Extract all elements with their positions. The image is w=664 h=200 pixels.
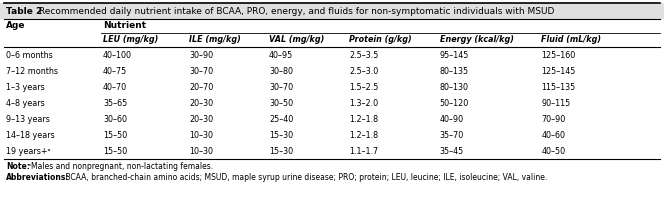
Text: 40–95: 40–95 — [269, 50, 293, 60]
Text: 19 years+ᵃ: 19 years+ᵃ — [6, 146, 50, 156]
Text: 80–135: 80–135 — [440, 66, 469, 75]
Text: VAL (mg/kg): VAL (mg/kg) — [269, 36, 324, 45]
Text: 90–115: 90–115 — [541, 98, 570, 108]
Text: 30–50: 30–50 — [269, 98, 293, 108]
Text: 4–8 years: 4–8 years — [6, 98, 44, 108]
Text: 10–30: 10–30 — [189, 130, 213, 140]
Text: 15–50: 15–50 — [103, 130, 127, 140]
Text: 1.5–2.5: 1.5–2.5 — [349, 82, 378, 92]
Text: Fluid (mL/kg): Fluid (mL/kg) — [541, 36, 602, 45]
Text: 10–30: 10–30 — [189, 146, 213, 156]
Text: Nutrient: Nutrient — [103, 21, 146, 30]
Text: Recommended daily nutrient intake of BCAA, PRO, energy, and fluids for non-sympt: Recommended daily nutrient intake of BCA… — [36, 6, 554, 16]
Text: BCAA, branched-chain amino acids; MSUD, maple syrup urine disease; PRO; protein;: BCAA, branched-chain amino acids; MSUD, … — [63, 173, 547, 182]
Text: Table 2: Table 2 — [6, 6, 42, 16]
Text: 30–70: 30–70 — [269, 82, 293, 92]
Text: Protein (g/kg): Protein (g/kg) — [349, 36, 412, 45]
Text: Abbreviations:: Abbreviations: — [6, 173, 70, 182]
Text: 35–70: 35–70 — [440, 130, 464, 140]
Text: 2.5–3.0: 2.5–3.0 — [349, 66, 378, 75]
Text: 14–18 years: 14–18 years — [6, 130, 54, 140]
Text: 1–3 years: 1–3 years — [6, 82, 44, 92]
Text: 40–100: 40–100 — [103, 50, 132, 60]
Text: 80–130: 80–130 — [440, 82, 469, 92]
Text: 15–30: 15–30 — [269, 130, 293, 140]
Text: 40–50: 40–50 — [541, 146, 566, 156]
Text: 70–90: 70–90 — [541, 114, 566, 123]
Text: 40–75: 40–75 — [103, 66, 127, 75]
Text: 35–45: 35–45 — [440, 146, 464, 156]
Text: 40–60: 40–60 — [541, 130, 565, 140]
Text: Note:: Note: — [6, 162, 30, 171]
Text: 1.1–1.7: 1.1–1.7 — [349, 146, 378, 156]
Text: Energy (kcal/kg): Energy (kcal/kg) — [440, 36, 513, 45]
Text: 40–90: 40–90 — [440, 114, 463, 123]
Text: Age: Age — [6, 21, 25, 30]
Text: 1.2–1.8: 1.2–1.8 — [349, 130, 378, 140]
Text: ILE (mg/kg): ILE (mg/kg) — [189, 36, 241, 45]
Text: 30–70: 30–70 — [189, 66, 213, 75]
Text: 35–65: 35–65 — [103, 98, 127, 108]
Text: 30–80: 30–80 — [269, 66, 293, 75]
Bar — [0, 3, 664, 19]
Text: 9–13 years: 9–13 years — [6, 114, 50, 123]
Text: 20–30: 20–30 — [189, 98, 213, 108]
Text: 115–135: 115–135 — [541, 82, 576, 92]
Text: LEU (mg/kg): LEU (mg/kg) — [103, 36, 158, 45]
Text: 20–70: 20–70 — [189, 82, 213, 92]
Text: 1.2–1.8: 1.2–1.8 — [349, 114, 378, 123]
Text: 20–30: 20–30 — [189, 114, 213, 123]
Text: 30–90: 30–90 — [189, 50, 213, 60]
Text: 1.3–2.0: 1.3–2.0 — [349, 98, 378, 108]
Text: 15–50: 15–50 — [103, 146, 127, 156]
Text: 40–70: 40–70 — [103, 82, 127, 92]
Text: ᵃMales and nonpregnant, non-lactating females.: ᵃMales and nonpregnant, non-lactating fe… — [28, 162, 213, 171]
Text: 95–145: 95–145 — [440, 50, 469, 60]
Text: 125–145: 125–145 — [541, 66, 576, 75]
Text: 7–12 months: 7–12 months — [6, 66, 58, 75]
Text: 25–40: 25–40 — [269, 114, 293, 123]
Text: 0–6 months: 0–6 months — [6, 50, 52, 60]
Text: 15–30: 15–30 — [269, 146, 293, 156]
Text: 2.5–3.5: 2.5–3.5 — [349, 50, 378, 60]
Text: 30–60: 30–60 — [103, 114, 127, 123]
Text: 50–120: 50–120 — [440, 98, 469, 108]
Text: 125–160: 125–160 — [541, 50, 576, 60]
